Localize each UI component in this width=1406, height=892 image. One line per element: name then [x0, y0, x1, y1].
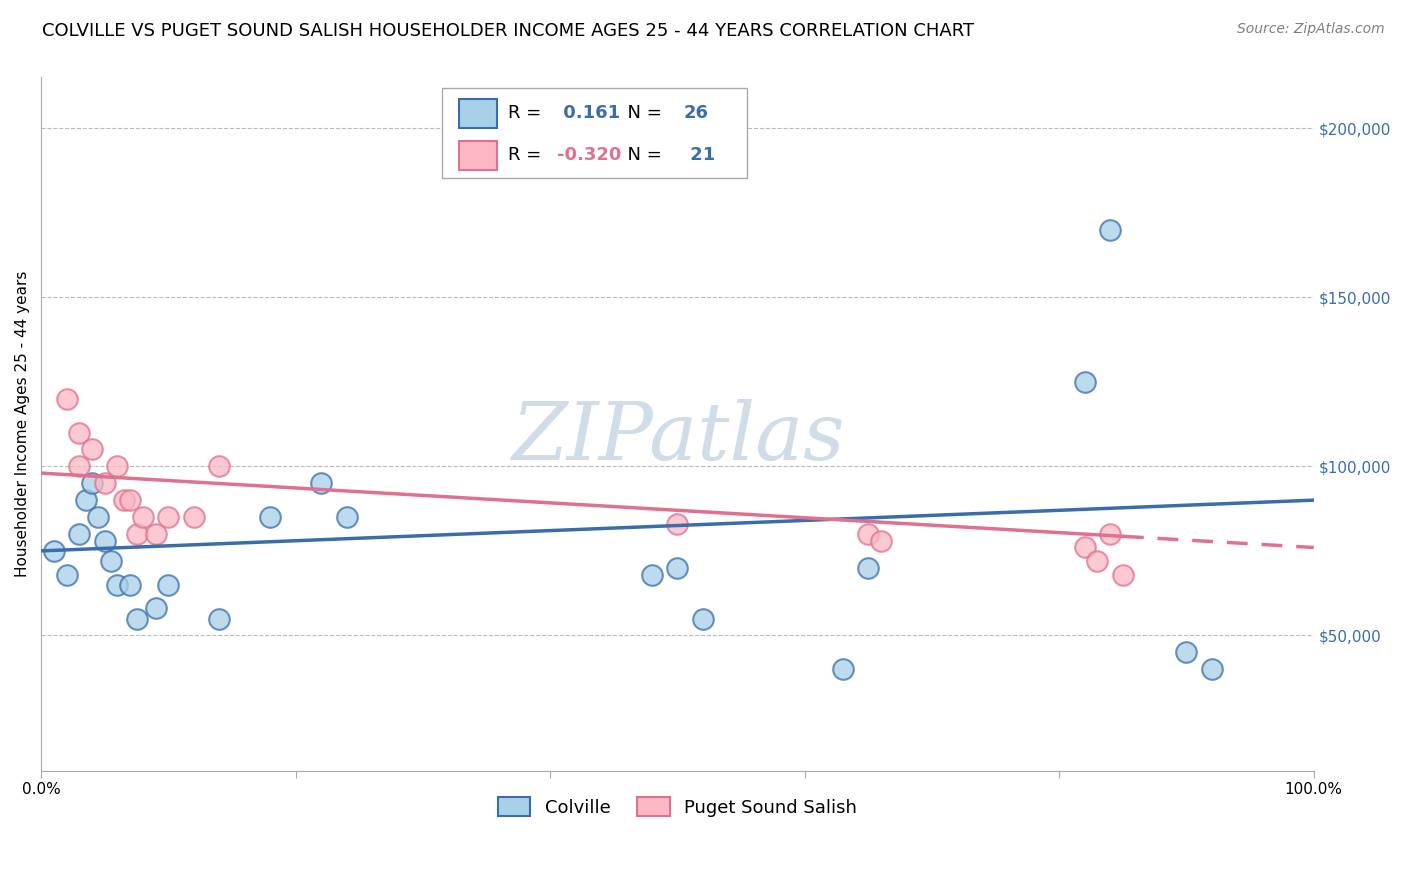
Point [1099, 527, 1122, 541]
FancyBboxPatch shape [441, 87, 748, 178]
Point [67, 459, 90, 474]
Point [259, 510, 281, 524]
Point [55, 567, 77, 582]
Point [112, 493, 135, 508]
Point [145, 601, 167, 615]
Point [107, 459, 129, 474]
Point [67, 425, 90, 440]
Point [1201, 662, 1223, 676]
Bar [458, 98, 496, 128]
Point [107, 577, 129, 591]
Point [1112, 567, 1135, 582]
Point [1073, 541, 1095, 555]
Point [75, 493, 97, 508]
Point [120, 493, 142, 508]
Point [100, 554, 122, 568]
Bar [458, 141, 496, 170]
Point [183, 510, 205, 524]
Point [157, 577, 180, 591]
Point [55, 392, 77, 406]
Text: R =: R = [508, 146, 547, 164]
Point [125, 527, 148, 541]
Point [692, 611, 714, 625]
Text: N =: N = [616, 146, 668, 164]
Text: R =: R = [508, 104, 547, 122]
Point [42, 544, 65, 558]
Text: COLVILLE VS PUGET SOUND SALISH HOUSEHOLDER INCOME AGES 25 - 44 YEARS CORRELATION: COLVILLE VS PUGET SOUND SALISH HOUSEHOLD… [42, 22, 974, 40]
Point [309, 476, 332, 491]
Point [1099, 222, 1122, 236]
Text: N =: N = [616, 104, 668, 122]
Legend: Colville, Puget Sound Salish: Colville, Puget Sound Salish [491, 790, 865, 824]
Point [666, 561, 689, 575]
Point [145, 527, 167, 541]
Text: 0.161: 0.161 [557, 104, 620, 122]
Point [208, 459, 231, 474]
Point [666, 516, 689, 531]
Point [80, 476, 103, 491]
Point [1073, 375, 1095, 389]
Text: ZIPatlas: ZIPatlas [510, 400, 844, 476]
Point [93, 533, 115, 548]
Text: Source: ZipAtlas.com: Source: ZipAtlas.com [1237, 22, 1385, 37]
Point [80, 442, 103, 457]
Text: 26: 26 [683, 104, 709, 122]
Point [335, 510, 357, 524]
Y-axis label: Householder Income Ages 25 - 44 years: Householder Income Ages 25 - 44 years [15, 271, 30, 577]
Point [641, 567, 664, 582]
Point [1087, 554, 1109, 568]
Point [120, 577, 142, 591]
Point [858, 561, 880, 575]
Point [67, 527, 90, 541]
Point [858, 527, 880, 541]
Point [1175, 645, 1198, 659]
Point [132, 510, 155, 524]
Point [157, 510, 180, 524]
Text: -0.320: -0.320 [557, 146, 621, 164]
Point [831, 662, 853, 676]
Point [87, 510, 110, 524]
Point [125, 611, 148, 625]
Point [870, 533, 893, 548]
Text: 21: 21 [683, 146, 716, 164]
Point [208, 611, 231, 625]
Point [93, 476, 115, 491]
